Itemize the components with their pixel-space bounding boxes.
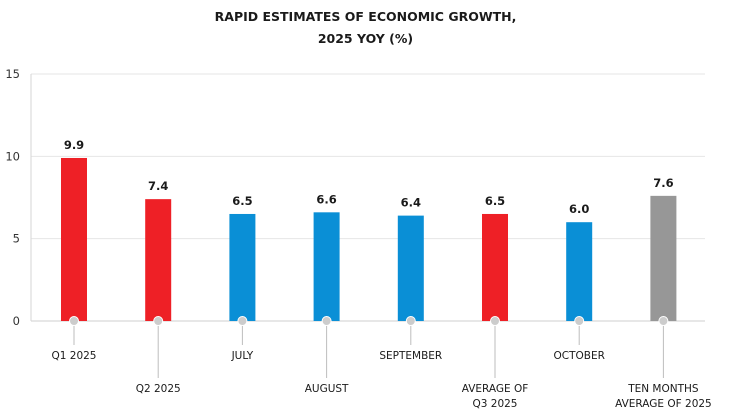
category-marker	[69, 316, 79, 326]
bar	[650, 195, 677, 321]
category-marker	[153, 316, 164, 326]
bar	[397, 215, 424, 321]
y-tick-label: 5	[13, 232, 20, 246]
x-tick-label: JULY	[231, 350, 254, 362]
category-marker	[237, 316, 248, 326]
x-tick-label: AUGUST	[305, 383, 349, 395]
data-label: 6.6	[316, 192, 336, 206]
bar	[229, 213, 256, 321]
bar	[61, 157, 87, 321]
category-marker	[658, 316, 669, 326]
x-tick-label: SEPTEMBER	[379, 350, 442, 362]
y-tick-label: 0	[13, 314, 20, 328]
bar	[482, 213, 508, 321]
data-label: 9.9	[64, 138, 84, 152]
x-tick-label: Q2 2025	[136, 383, 181, 395]
bar	[566, 222, 593, 321]
x-tick-label: AVERAGE OF 2025	[615, 398, 712, 410]
data-label: 7.4	[148, 179, 168, 193]
category-marker	[321, 316, 332, 326]
bar	[145, 199, 172, 321]
grid-layer	[30, 73, 705, 322]
y-tick-label: 10	[5, 149, 20, 163]
data-label: 6.5	[232, 194, 252, 208]
x-tick-label: Q1 2025	[51, 350, 96, 362]
category-marker	[405, 316, 416, 326]
chart-title-line: RAPID ESTIMATES OF ECONOMIC GROWTH,	[214, 9, 517, 24]
chart-subtitle-line: 2025 YOY (%)	[317, 31, 414, 46]
marker-layer	[69, 316, 669, 326]
x-tick-label: OCTOBER	[553, 350, 604, 362]
data-label: 6.5	[485, 194, 505, 208]
x-tick-label: AVERAGE OF	[462, 383, 529, 395]
category-marker	[574, 316, 585, 326]
data-label: 6.4	[401, 196, 421, 210]
x-tick-label: Q3 2025	[472, 398, 517, 410]
label-layer: 0 5 10 15 9.9 Q1 2025 7.4 Q2 2025 6.5 JULY 6.6 AUGU…	[5, 67, 711, 410]
chart-title: RAPID ESTIMATES OF ECONOMIC GROWTH, 2025…	[0, 6, 731, 50]
bar	[313, 212, 340, 321]
bar-layer	[61, 157, 677, 321]
x-tick-label: TEN MONTHS	[627, 383, 699, 395]
category-marker	[490, 316, 500, 326]
data-label: 6.0	[569, 202, 589, 216]
y-tick-label: 15	[5, 67, 20, 81]
data-label: 7.6	[653, 176, 673, 190]
